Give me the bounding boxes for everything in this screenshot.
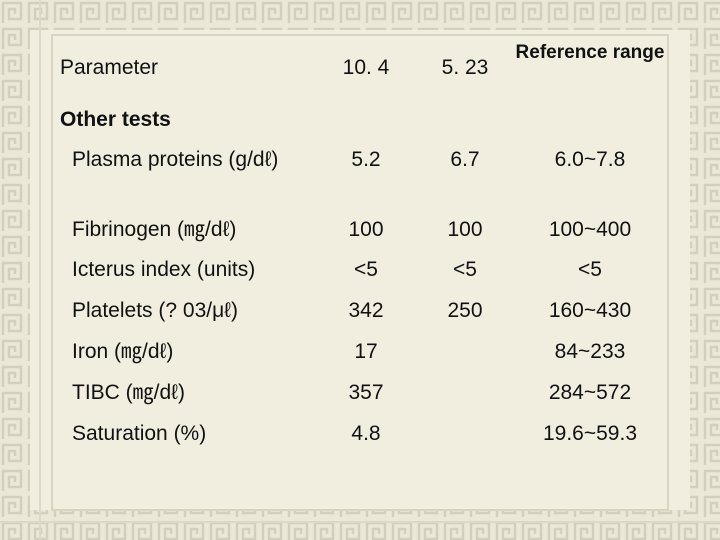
parameter-name: Fibrinogen (㎎/dℓ) xyxy=(72,218,237,241)
parameter-name: Iron (㎎/dℓ) xyxy=(72,340,174,363)
value-cell: 5.2 xyxy=(351,148,381,171)
section-label: Other tests xyxy=(60,108,171,131)
header-cell: 10. 4 xyxy=(342,56,390,79)
value-cell: 19.6~59.3 xyxy=(542,422,637,445)
header-cell: Parameter xyxy=(60,56,159,79)
parameter-name: Plasma proteins (g/dℓ) xyxy=(72,148,279,171)
value-cell: 4.8 xyxy=(351,422,381,445)
value-cell: 160~430 xyxy=(548,299,632,322)
header-cell: 5. 23 xyxy=(441,56,489,79)
value-cell: 6.0~7.8 xyxy=(554,148,626,171)
value-cell: 357 xyxy=(348,381,384,404)
value-cell: 17 xyxy=(354,340,378,363)
value-cell: <5 xyxy=(578,258,602,281)
value-cell: 250 xyxy=(447,299,483,322)
parameter-name: Platelets (? 03/μℓ) xyxy=(72,299,238,322)
value-cell: 100~400 xyxy=(548,218,632,241)
parameter-name: Saturation (%) xyxy=(72,422,207,445)
parameter-name: TIBC (㎎/dℓ) xyxy=(72,381,185,404)
value-cell: 6.7 xyxy=(450,148,480,171)
parameter-name: Icterus index (units) xyxy=(72,258,256,281)
value-cell: 100 xyxy=(348,218,384,241)
value-cell: 100 xyxy=(447,218,483,241)
value-cell: <5 xyxy=(453,258,477,281)
value-cell: 342 xyxy=(348,299,384,322)
value-cell: 84~233 xyxy=(554,340,626,363)
header-cell: Reference range xyxy=(515,42,665,63)
value-cell: <5 xyxy=(354,258,378,281)
value-cell: 284~572 xyxy=(548,381,632,404)
